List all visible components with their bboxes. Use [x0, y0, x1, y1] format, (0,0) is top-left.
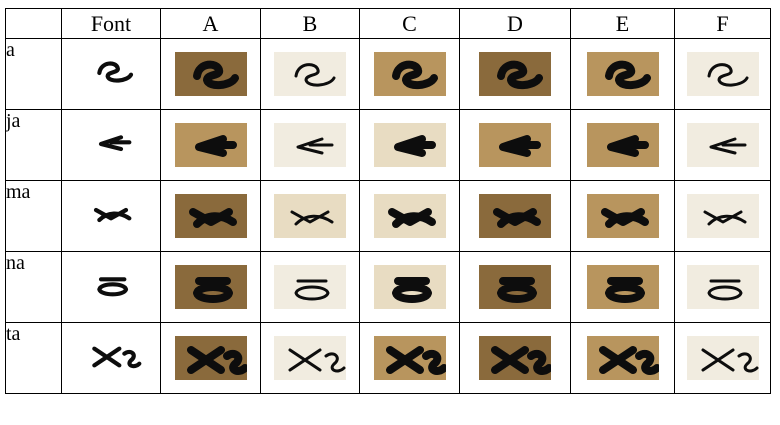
- manuscript-sample-image: [274, 336, 346, 380]
- manuscript-sample-image: [274, 52, 346, 96]
- header-col-d: D: [459, 8, 571, 39]
- sample-cell-c: [359, 38, 460, 110]
- table-row: na: [5, 251, 771, 323]
- row-label: ja: [5, 109, 62, 181]
- sample-cell-d: [459, 322, 571, 394]
- manuscript-sample-image: [479, 52, 551, 96]
- sample-cell-d: [459, 180, 571, 252]
- font-glyph-cell: [61, 180, 161, 252]
- table-row: ta: [5, 322, 771, 394]
- sample-cell-d: [459, 109, 571, 181]
- sample-cell-c: [359, 109, 460, 181]
- manuscript-sample-image: [274, 194, 346, 238]
- sample-cell-c: [359, 251, 460, 323]
- manuscript-sample-image: [373, 336, 446, 380]
- sample-cell-e: [570, 38, 675, 110]
- sample-cell-b: [260, 251, 360, 323]
- sample-cell-f: [674, 322, 771, 394]
- manuscript-sample-image: [586, 52, 659, 96]
- sample-cell-e: [570, 109, 675, 181]
- manuscript-sample-image: [686, 123, 759, 167]
- manuscript-sample-image: [479, 265, 551, 309]
- manuscript-sample-image: [174, 52, 247, 96]
- font-glyph-icon: [76, 337, 156, 377]
- manuscript-sample-image: [686, 194, 759, 238]
- header-col-f: F: [674, 8, 771, 39]
- sample-cell-c: [359, 180, 460, 252]
- header-corner: [5, 8, 62, 39]
- header-col-e: E: [570, 8, 675, 39]
- sample-cell-a: [160, 251, 261, 323]
- manuscript-sample-image: [586, 336, 659, 380]
- manuscript-sample-image: [373, 123, 446, 167]
- font-glyph-cell: [61, 322, 161, 394]
- font-glyph-cell: [61, 251, 161, 323]
- header-row: Font A B C D E F: [5, 8, 771, 39]
- sample-cell-a: [160, 38, 261, 110]
- font-glyph-icon: [76, 266, 156, 306]
- font-glyph-icon: [76, 124, 156, 164]
- table-row: ja: [5, 109, 771, 181]
- sample-cell-e: [570, 251, 675, 323]
- manuscript-sample-image: [174, 336, 247, 380]
- sample-cell-b: [260, 180, 360, 252]
- manuscript-sample-image: [274, 265, 346, 309]
- manuscript-sample-image: [373, 265, 446, 309]
- sample-cell-f: [674, 180, 771, 252]
- font-glyph-cell: [61, 38, 161, 110]
- manuscript-sample-image: [686, 336, 759, 380]
- manuscript-sample-image: [373, 52, 446, 96]
- sample-cell-b: [260, 38, 360, 110]
- sample-cell-a: [160, 109, 261, 181]
- row-label: na: [5, 251, 62, 323]
- manuscript-sample-image: [586, 265, 659, 309]
- row-label: ma: [5, 180, 62, 252]
- sample-cell-d: [459, 251, 571, 323]
- header-col-a: A: [160, 8, 261, 39]
- table-row: ma: [5, 180, 771, 252]
- row-label: ta: [5, 322, 62, 394]
- sample-cell-b: [260, 109, 360, 181]
- sample-cell-f: [674, 38, 771, 110]
- manuscript-sample-image: [479, 194, 551, 238]
- sample-cell-a: [160, 180, 261, 252]
- manuscript-sample-image: [174, 194, 247, 238]
- glyph-comparison-table: Font A B C D E F a ja ma na ta: [5, 8, 771, 394]
- sample-cell-a: [160, 322, 261, 394]
- manuscript-sample-image: [686, 52, 759, 96]
- sample-cell-b: [260, 322, 360, 394]
- manuscript-sample-image: [479, 336, 551, 380]
- sample-cell-e: [570, 322, 675, 394]
- header-col-c: C: [359, 8, 460, 39]
- manuscript-sample-image: [586, 194, 659, 238]
- sample-cell-d: [459, 38, 571, 110]
- manuscript-sample-image: [586, 123, 659, 167]
- row-label: a: [5, 38, 62, 110]
- sample-cell-f: [674, 109, 771, 181]
- header-col-b: B: [260, 8, 360, 39]
- manuscript-sample-image: [686, 265, 759, 309]
- sample-cell-f: [674, 251, 771, 323]
- font-glyph-cell: [61, 109, 161, 181]
- manuscript-sample-image: [479, 123, 551, 167]
- font-glyph-icon: [76, 53, 156, 93]
- sample-cell-c: [359, 322, 460, 394]
- header-font: Font: [61, 8, 161, 39]
- manuscript-sample-image: [174, 265, 247, 309]
- sample-cell-e: [570, 180, 675, 252]
- manuscript-sample-image: [373, 194, 446, 238]
- manuscript-sample-image: [174, 123, 247, 167]
- font-glyph-icon: [76, 195, 156, 235]
- table-row: a: [5, 38, 771, 110]
- manuscript-sample-image: [274, 123, 346, 167]
